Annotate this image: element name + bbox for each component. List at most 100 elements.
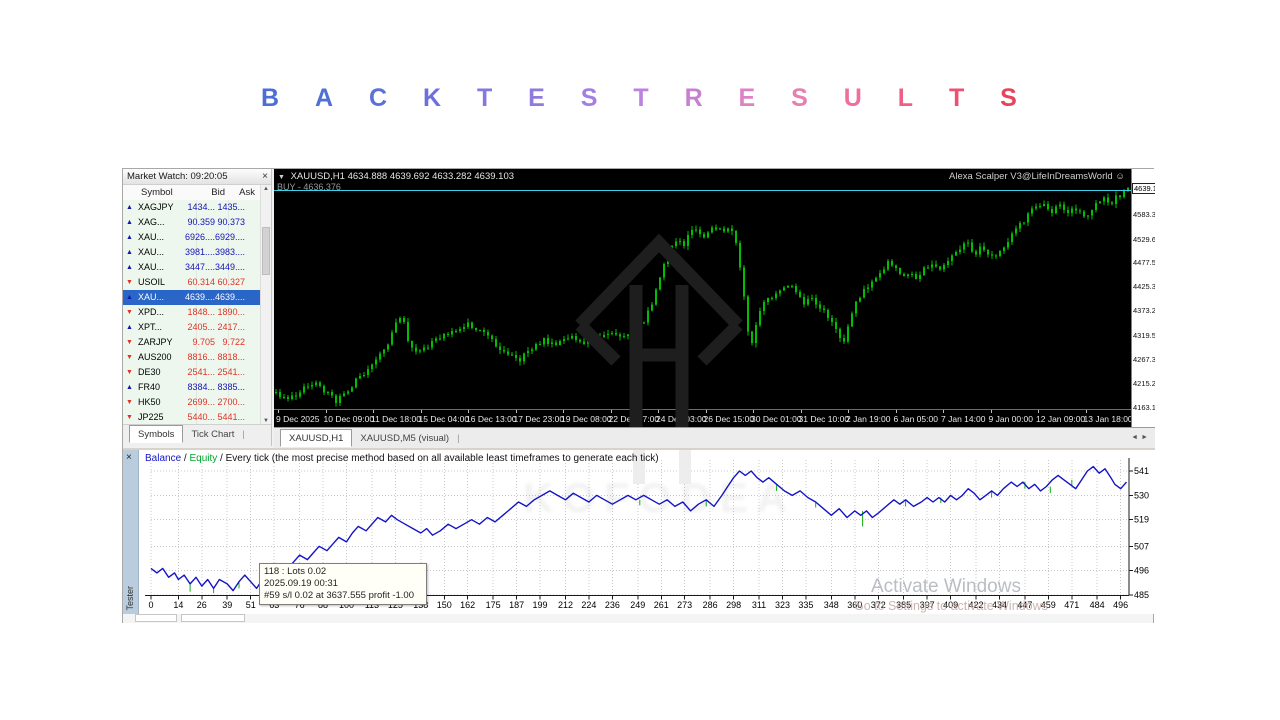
time-tick-label: 15 Dec 04:00 (418, 414, 470, 424)
symbol-name: XPD... (138, 307, 165, 317)
time-tick-mark (515, 410, 517, 413)
market-watch-row[interactable]: ▼ JP225 5440... 5441... (123, 410, 261, 425)
tab-divider: | (457, 433, 460, 444)
svg-text:422: 422 (968, 600, 983, 610)
symbol-name: USOIL (138, 277, 166, 287)
svg-text:323: 323 (775, 600, 790, 610)
symbol-name: JP225 (138, 412, 164, 422)
market-watch-row[interactable]: ▼ ZARJPY 9.705 9.722 (123, 335, 261, 350)
time-tick-label: 17 Dec 23:00 (513, 414, 565, 424)
ask-value: 8385... (217, 382, 245, 392)
market-watch-tab-1[interactable]: Tick Chart (191, 429, 235, 440)
tester-side-label: Tester (125, 586, 135, 611)
price-tick-label: 4425.390 (1133, 282, 1155, 291)
tab-next-icon[interactable]: ► (1141, 434, 1151, 441)
time-tick-mark (753, 410, 754, 413)
tooltip-line: #59 s/l 0.02 at 3637.555 profit -1.00 (264, 590, 414, 601)
column-bid[interactable]: Bid (211, 187, 225, 198)
tester-mini-tab[interactable] (135, 614, 177, 622)
tester-side-strip: × Tester (123, 450, 139, 614)
time-tick-label: 26 Dec 15:00 (703, 414, 755, 424)
bid-value: 60.314 (187, 277, 215, 287)
ask-value: 90.373 (217, 217, 245, 227)
tab-prev-icon[interactable]: ◄ (1131, 434, 1142, 441)
time-tick-label: 31 Dec 10:00 (798, 414, 850, 424)
svg-text:541: 541 (1134, 466, 1149, 476)
arrow-down-icon: ▼ (126, 339, 133, 346)
svg-text:519: 519 (1134, 515, 1149, 525)
scroll-up-icon[interactable]: ▲ (263, 186, 269, 192)
market-watch-header: Symbol Bid Ask (123, 185, 260, 201)
svg-text:88: 88 (318, 600, 328, 610)
chart-tab-0[interactable]: XAUUSD,H1 (280, 429, 353, 447)
market-watch-scrollbar[interactable]: ▲ ▼ (260, 185, 271, 425)
market-watch-row[interactable]: ▲ XAU... 4639.... 4639.... (123, 290, 261, 305)
chart-tab-1[interactable]: XAUUSD,M5 (visual) (360, 433, 450, 444)
svg-text:530: 530 (1134, 490, 1149, 500)
market-watch-row[interactable]: ▲ XAGJPY 1434... 1435... (123, 200, 261, 215)
tab-scroll-arrows[interactable]: ◄► (1131, 434, 1151, 441)
title-letter: A (314, 84, 334, 112)
svg-text:261: 261 (654, 600, 669, 610)
ask-value: 9.722 (222, 337, 245, 347)
arrow-down-icon: ▼ (126, 354, 133, 361)
market-watch-row[interactable]: ▲ XPT... 2405... 2417... (123, 320, 261, 335)
market-watch-row[interactable]: ▼ XPD... 1848... 1890... (123, 305, 261, 320)
scrollbar-thumb[interactable] (262, 227, 270, 275)
svg-text:507: 507 (1134, 541, 1149, 551)
price-tick-label: 4267.390 (1133, 355, 1155, 364)
title-letter: C (368, 84, 388, 112)
svg-text:496: 496 (1113, 600, 1128, 610)
svg-text:311: 311 (752, 600, 766, 610)
close-icon[interactable]: × (126, 452, 132, 463)
symbol-name: XAU... (138, 292, 165, 302)
svg-text:397: 397 (920, 600, 935, 610)
market-watch-row[interactable]: ▲ FR40 8384... 8385... (123, 380, 261, 395)
svg-text:113: 113 (365, 600, 379, 610)
market-watch-tab-0[interactable]: Symbols (129, 425, 184, 443)
svg-text:125: 125 (388, 600, 403, 610)
tester-mini-tab[interactable] (181, 614, 245, 622)
market-watch-row[interactable]: ▲ XAU... 3981.... 3983.... (123, 245, 261, 260)
market-watch-row[interactable]: ▼ USOIL 60.314 60.327 (123, 275, 261, 290)
column-symbol[interactable]: Symbol (141, 187, 173, 198)
time-tick-label: 9 Jan 00:00 (988, 414, 1033, 424)
time-tick-mark (943, 410, 944, 413)
market-watch-panel: Market Watch: 09:20:05 × Symbol Bid Ask … (123, 169, 272, 446)
ask-value: 5441... (217, 412, 245, 422)
symbol-name: DE30 (138, 367, 161, 377)
svg-text:76: 76 (295, 600, 305, 610)
ask-value: 8818... (217, 352, 245, 362)
scroll-down-icon[interactable]: ▼ (263, 418, 269, 424)
close-icon[interactable]: × (262, 171, 268, 182)
svg-text:298: 298 (726, 600, 741, 610)
market-watch-row[interactable]: ▲ XAU... 6926.... 6929.... (123, 230, 261, 245)
bid-value: 6926.... (184, 232, 215, 242)
column-ask[interactable]: Ask (239, 187, 255, 198)
svg-text:138: 138 (413, 600, 428, 610)
bid-value: 5440... (187, 412, 215, 422)
title-letter: E (528, 84, 545, 112)
market-watch-row[interactable]: ▼ AUS200 8816... 8818... (123, 350, 261, 365)
symbol-name: HK50 (138, 397, 161, 407)
svg-text:447: 447 (1017, 600, 1032, 610)
market-watch-rows: ▲ XAGJPY 1434... 1435... ▲ XAG... 90.359 90.373… (123, 200, 261, 425)
market-watch-row[interactable]: ▲ XAG... 90.359 90.373 (123, 215, 261, 230)
price-tick-label: 4373.250 (1133, 306, 1155, 315)
chevron-down-icon[interactable]: ▼ (278, 174, 285, 181)
symbol-name: XPT... (138, 322, 163, 332)
time-tick-mark (1085, 410, 1087, 413)
arrow-up-icon: ▲ (126, 234, 133, 241)
market-watch-row[interactable]: ▼ HK50 2699... 2700... (123, 395, 261, 410)
bid-value: 8816... (187, 352, 215, 362)
broker-house-logo-watermark (575, 233, 743, 427)
column-divider (196, 200, 197, 425)
svg-text:385: 385 (896, 600, 911, 610)
ask-value: 60.327 (217, 277, 245, 287)
arrow-up-icon: ▲ (126, 219, 133, 226)
market-watch-row[interactable]: ▼ DE30 2541... 2541... (123, 365, 261, 380)
market-watch-row[interactable]: ▲ XAU... 3447.... 3449.... (123, 260, 261, 275)
bid-value: 2699... (187, 397, 215, 407)
activate-windows-text: Activate Windows (871, 576, 1021, 597)
svg-text:471: 471 (1064, 600, 1079, 610)
